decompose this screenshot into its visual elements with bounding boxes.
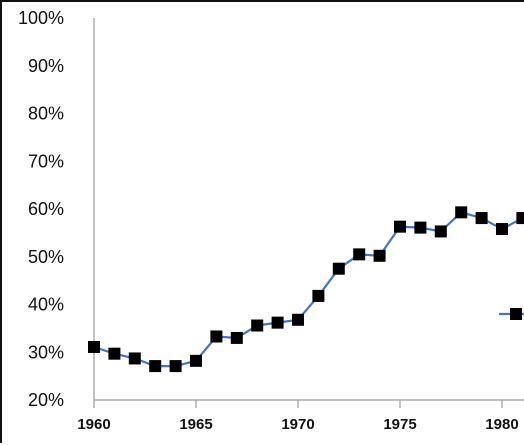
data-point-1964	[170, 361, 181, 372]
y-tick-label: 40%	[28, 295, 64, 315]
x-tick-label: 1965	[179, 416, 212, 433]
legend-layer	[499, 308, 524, 320]
y-tick-label: 20%	[28, 390, 64, 410]
data-point-1961	[109, 348, 120, 359]
data-point-1966	[211, 331, 222, 342]
data-point-1965	[191, 355, 202, 366]
x-tick-label: 1960	[77, 416, 110, 433]
data-point-1974	[374, 250, 385, 261]
data-point-1975	[395, 221, 406, 232]
data-point-1980	[497, 224, 508, 235]
y-tick-label: 80%	[28, 104, 64, 124]
y-tick-label: 100%	[18, 8, 64, 28]
data-point-1973	[354, 249, 365, 260]
series-layer	[89, 201, 524, 371]
data-point-1978	[456, 207, 467, 218]
data-point-1977	[435, 226, 446, 237]
y-tick-label: 50%	[28, 247, 64, 267]
x-tick-label: 1980	[485, 416, 518, 433]
data-point-1963	[150, 361, 161, 372]
data-point-1968	[252, 320, 263, 331]
data-point-1962	[129, 353, 140, 364]
data-point-1969	[272, 317, 283, 328]
data-point-1972	[333, 263, 344, 274]
legend-marker	[510, 308, 522, 320]
y-tick-label: 30%	[28, 342, 64, 362]
x-tick-label: 1975	[383, 416, 416, 433]
data-point-1960	[89, 341, 100, 352]
data-point-1981	[517, 213, 524, 224]
y-tick-label: 70%	[28, 151, 64, 171]
series-line	[94, 207, 524, 366]
data-point-1970	[293, 314, 304, 325]
x-tick-label: 1970	[281, 416, 314, 433]
data-point-1971	[313, 290, 324, 301]
y-tick-label: 60%	[28, 199, 64, 219]
data-point-1967	[231, 332, 242, 343]
data-point-1976	[415, 222, 426, 233]
data-point-1979	[476, 213, 487, 224]
tick-layer: 20% 30% 40% 50% 60% 70% 80% 90% 100% 1960 1965 1970…	[18, 8, 519, 433]
y-tick-label: 90%	[28, 56, 64, 76]
